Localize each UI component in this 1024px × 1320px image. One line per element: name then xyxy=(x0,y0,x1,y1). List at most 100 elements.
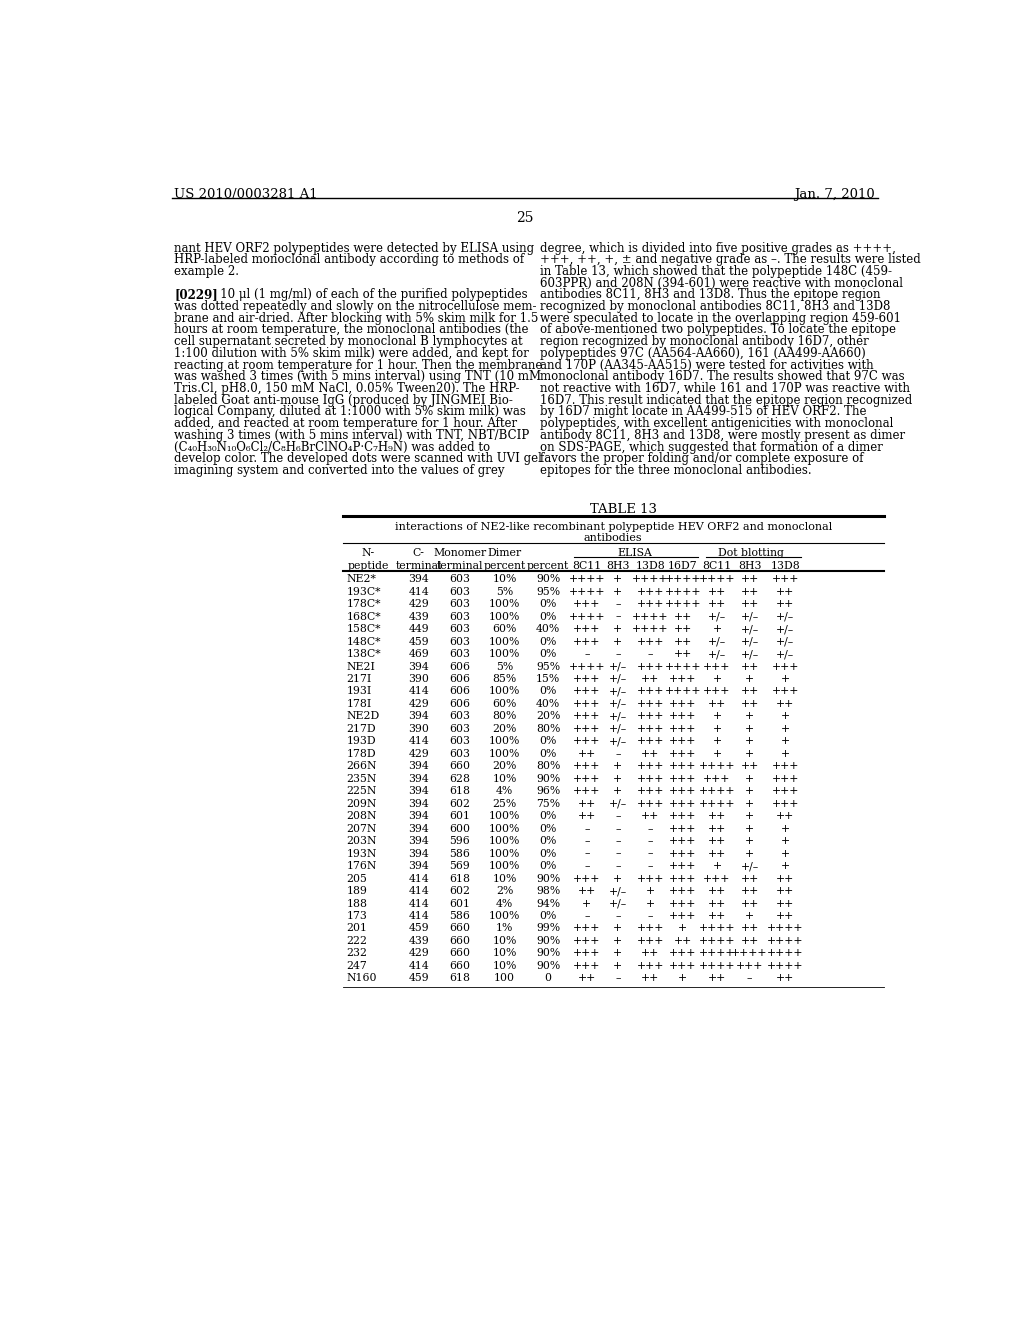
Text: 603: 603 xyxy=(450,723,470,734)
Text: 193I: 193I xyxy=(346,686,372,697)
Text: 1:100 dilution with 5% skim milk) were added, and kept for: 1:100 dilution with 5% skim milk) were a… xyxy=(174,347,529,360)
Text: Dot blotting: Dot blotting xyxy=(718,548,784,558)
Text: ++: ++ xyxy=(578,799,596,809)
Text: +: + xyxy=(713,737,722,746)
Text: ++: ++ xyxy=(776,886,795,896)
Text: 0%: 0% xyxy=(540,748,557,759)
Text: 586: 586 xyxy=(450,911,470,921)
Text: +: + xyxy=(780,675,790,684)
Text: ++: ++ xyxy=(708,586,726,597)
Text: 0%: 0% xyxy=(540,836,557,846)
Text: ++: ++ xyxy=(740,586,759,597)
Text: +: + xyxy=(713,748,722,759)
Text: ++: ++ xyxy=(708,824,726,834)
Text: 100%: 100% xyxy=(489,649,520,659)
Text: 469: 469 xyxy=(409,649,429,659)
Text: +++: +++ xyxy=(670,874,696,883)
Text: 394: 394 xyxy=(409,574,429,585)
Text: 414: 414 xyxy=(409,961,429,972)
Text: ++: ++ xyxy=(776,899,795,908)
Text: ++++: ++++ xyxy=(698,787,735,796)
Text: +/–: +/– xyxy=(740,861,759,871)
Text: ++++: ++++ xyxy=(767,949,804,958)
Text: 85%: 85% xyxy=(493,675,517,684)
Text: +: + xyxy=(745,824,754,834)
Text: 8H3: 8H3 xyxy=(606,561,630,572)
Text: +/–: +/– xyxy=(608,799,627,809)
Text: +: + xyxy=(613,961,623,972)
Text: polypeptides 97C (AA564-AA660), 161 (AA499-AA660): polypeptides 97C (AA564-AA660), 161 (AA4… xyxy=(541,347,866,360)
Text: 0%: 0% xyxy=(540,686,557,697)
Text: ++++: ++++ xyxy=(568,611,605,622)
Text: 100: 100 xyxy=(495,973,515,983)
Text: region recognized by monoclonal antibody 16D7, other: region recognized by monoclonal antibody… xyxy=(541,335,869,348)
Text: +++: +++ xyxy=(670,949,696,958)
Text: 586: 586 xyxy=(450,849,470,858)
Text: 394: 394 xyxy=(409,661,429,672)
Text: 660: 660 xyxy=(450,949,470,958)
Text: ++: ++ xyxy=(708,599,726,609)
Text: ++: ++ xyxy=(708,849,726,858)
Text: ++: ++ xyxy=(674,611,692,622)
Text: 90%: 90% xyxy=(536,774,560,784)
Text: +/–: +/– xyxy=(740,649,759,659)
Text: 100%: 100% xyxy=(489,611,520,622)
Text: 10%: 10% xyxy=(493,874,517,883)
Text: ++: ++ xyxy=(674,936,692,946)
Text: not reactive with 16D7, while 161 and 170P was reactive with: not reactive with 16D7, while 161 and 17… xyxy=(541,381,910,395)
Text: 1%: 1% xyxy=(496,924,513,933)
Text: ++: ++ xyxy=(708,899,726,908)
Text: +++: +++ xyxy=(573,675,600,684)
Text: 603: 603 xyxy=(450,711,470,722)
Text: +++: +++ xyxy=(670,911,696,921)
Text: 0%: 0% xyxy=(540,649,557,659)
Text: interactions of NE2-like recombinant polypeptide HEV ORF2 and monoclonal: interactions of NE2-like recombinant pol… xyxy=(394,521,831,532)
Text: 603: 603 xyxy=(450,748,470,759)
Text: and 170P (AA345-AA515) were tested for activities with: and 170P (AA345-AA515) were tested for a… xyxy=(541,359,873,372)
Text: 235N: 235N xyxy=(346,774,377,784)
Text: 459: 459 xyxy=(409,924,429,933)
Text: 8C11: 8C11 xyxy=(572,561,601,572)
Text: 429: 429 xyxy=(409,599,429,609)
Text: ++++: ++++ xyxy=(568,586,605,597)
Text: terminal: terminal xyxy=(395,561,442,572)
Text: ++: ++ xyxy=(578,886,596,896)
Text: 390: 390 xyxy=(409,723,429,734)
Text: 201: 201 xyxy=(346,924,368,933)
Text: ++++: ++++ xyxy=(767,924,804,933)
Text: Dimer: Dimer xyxy=(487,548,521,558)
Text: 394: 394 xyxy=(409,812,429,821)
Text: 188: 188 xyxy=(346,899,368,908)
Text: ++++: ++++ xyxy=(698,799,735,809)
Text: peptide: peptide xyxy=(347,561,389,572)
Text: +++: +++ xyxy=(573,686,600,697)
Text: ++: ++ xyxy=(708,911,726,921)
Text: +++: +++ xyxy=(670,675,696,684)
Text: +: + xyxy=(745,737,754,746)
Text: +: + xyxy=(678,973,687,983)
Text: +: + xyxy=(745,723,754,734)
Text: –: – xyxy=(615,824,621,834)
Text: 0: 0 xyxy=(545,973,552,983)
Text: +/–: +/– xyxy=(608,723,627,734)
Text: 414: 414 xyxy=(409,911,429,921)
Text: 606: 606 xyxy=(450,675,470,684)
Text: N160: N160 xyxy=(346,973,377,983)
Text: 414: 414 xyxy=(409,586,429,597)
Text: 90%: 90% xyxy=(536,874,560,883)
Text: ++: ++ xyxy=(674,649,692,659)
Text: –: – xyxy=(615,812,621,821)
Text: +: + xyxy=(646,886,655,896)
Text: 40%: 40% xyxy=(536,624,560,634)
Text: +++: +++ xyxy=(573,924,600,933)
Text: 193C*: 193C* xyxy=(346,586,381,597)
Text: 10%: 10% xyxy=(493,961,517,972)
Text: 459: 459 xyxy=(409,973,429,983)
Text: ++++: ++++ xyxy=(568,661,605,672)
Text: +++: +++ xyxy=(670,700,696,709)
Text: 394: 394 xyxy=(409,836,429,846)
Text: +++: +++ xyxy=(573,636,600,647)
Text: +++: +++ xyxy=(670,774,696,784)
Text: Monomer: Monomer xyxy=(433,548,486,558)
Text: percent: percent xyxy=(527,561,569,572)
